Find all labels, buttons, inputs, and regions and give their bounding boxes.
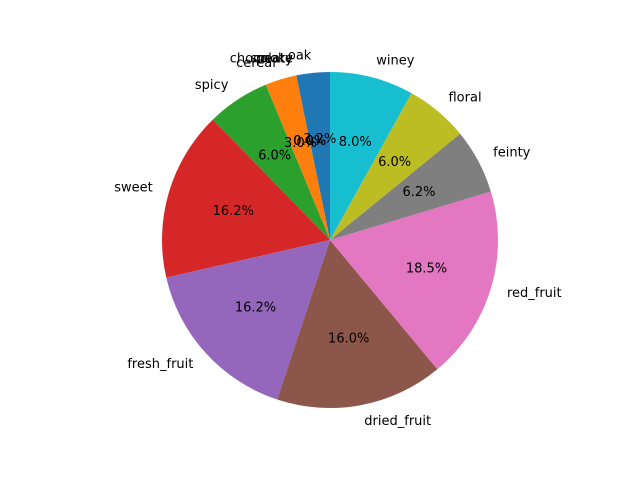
percent-label-sweet: 16.2% [213, 204, 254, 219]
slice-red-fruit [330, 191, 498, 370]
percent-label-spicy: 6.0% [258, 148, 291, 163]
percent-label-red-fruit: 18.5% [406, 262, 447, 277]
category-label-cereal: cereal [236, 56, 276, 71]
pie-slices [162, 72, 498, 408]
category-label-winey: winey [376, 54, 414, 69]
category-label-chocolate: chocolate [230, 51, 293, 66]
slice-sweet [162, 119, 330, 278]
slice-dried-fruit [277, 240, 438, 408]
category-label-dried-fruit: dried_fruit [364, 414, 431, 429]
percent-label-smoky: 0.0% [293, 134, 326, 149]
category-label-fresh-fruit: fresh_fruit [127, 357, 193, 372]
category-label-smoky: smoky [251, 51, 293, 66]
slice-fresh-fruit [166, 240, 330, 400]
percent-label-peaty: 0.0% [293, 134, 326, 149]
category-label-sweet: sweet [114, 180, 153, 195]
percent-label-winey: 8.0% [339, 135, 372, 150]
slice-oak [296, 72, 330, 240]
category-label-spicy: spicy [195, 78, 229, 93]
percent-label-cereal: 3.0% [284, 136, 317, 151]
slice-cereal [265, 75, 330, 240]
percent-label-oak: 3.2% [303, 132, 336, 147]
percent-label-dried-fruit: 16.0% [328, 332, 369, 347]
percent-label-floral: 6.0% [378, 155, 411, 170]
slice-feinty [330, 133, 491, 240]
slice-winey [330, 72, 412, 240]
percent-labels: 3.2%0.0%0.0%0.0%3.0%6.0%16.2%16.2%16.0%1… [213, 132, 448, 346]
percent-label-chocolate: 0.0% [293, 134, 326, 149]
slice-floral [330, 93, 461, 241]
slice-spicy [212, 84, 330, 241]
category-label-floral: floral [448, 91, 481, 106]
percent-label-feinty: 6.2% [402, 185, 435, 200]
percent-label-fresh-fruit: 16.2% [235, 300, 276, 315]
category-label-oak: oak [288, 49, 312, 64]
category-label-feinty: feinty [493, 146, 531, 161]
category-label-red-fruit: red_fruit [507, 286, 562, 301]
category-label-peaty: peaty [256, 51, 293, 66]
